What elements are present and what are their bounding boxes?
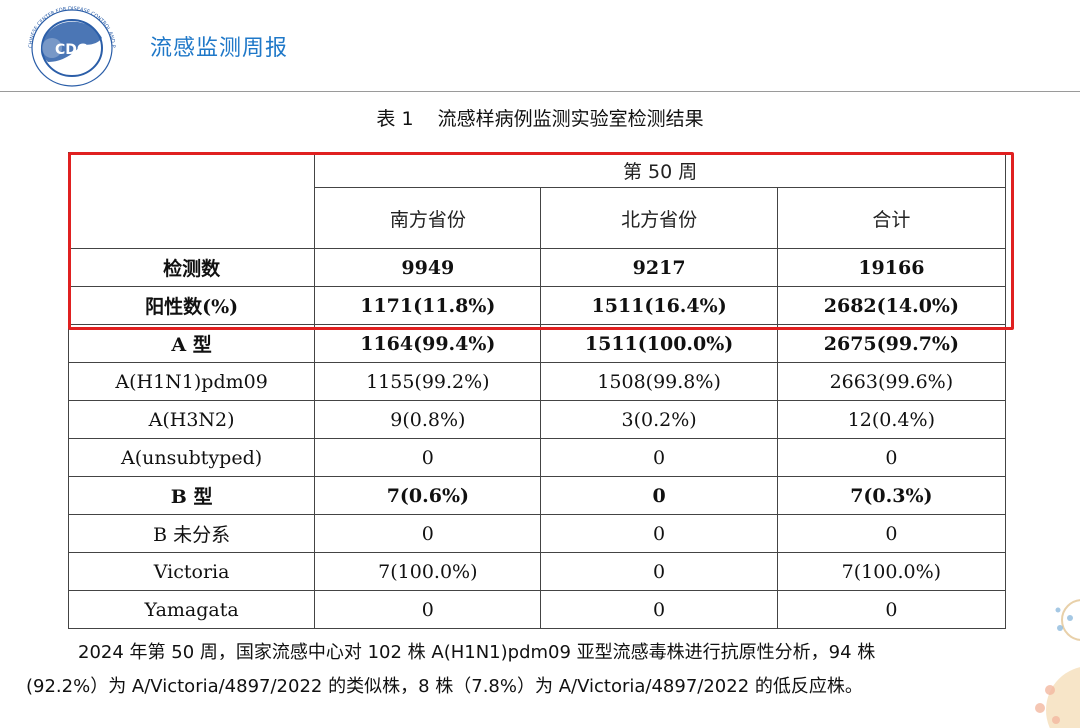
table-cell: 7(100.0%) bbox=[776, 552, 1007, 591]
table-caption-number: 表 1 bbox=[376, 108, 414, 130]
table-cell: 1508(99.8%) bbox=[540, 362, 778, 401]
corner-cell bbox=[67, 152, 316, 249]
table-cell: 9949 bbox=[314, 248, 542, 287]
row-label: 检测数 bbox=[67, 248, 316, 287]
table-cell: 0 bbox=[540, 438, 778, 477]
table-row: A 型 1164(99.4%) 1511(100.0%) 2675(99.7%) bbox=[67, 324, 1007, 363]
row-label: A(unsubtyped) bbox=[67, 438, 316, 477]
table-cell: 0 bbox=[776, 438, 1007, 477]
table-row: A(H3N2) 9(0.8%) 3(0.2%) 12(0.4%) bbox=[67, 400, 1007, 439]
table-cell: 7(100.0%) bbox=[314, 552, 542, 591]
table-cell: 9(0.8%) bbox=[314, 400, 542, 439]
table-cell: 0 bbox=[540, 514, 778, 553]
table-cell: 0 bbox=[314, 590, 542, 629]
table-cell: 1171(11.8%) bbox=[314, 286, 542, 325]
row-label: B 型 bbox=[67, 476, 316, 515]
column-header-south: 南方省份 bbox=[314, 187, 542, 249]
table-row: 阳性数(%) 1171(11.8%) 1511(16.4%) 2682(14.0%) bbox=[67, 286, 1007, 325]
table-caption-title: 流感样病例监测实验室检测结果 bbox=[437, 108, 704, 130]
virus-decoration-icon bbox=[1035, 599, 1080, 728]
row-label: Victoria bbox=[67, 552, 316, 591]
row-label: B 未分系 bbox=[67, 514, 316, 553]
column-header-total: 合计 bbox=[776, 187, 1007, 249]
table-cell: 0 bbox=[540, 590, 778, 629]
summary-line-2: (92.2%）为 A/Victoria/4897/2022 的类似株，8 株（7… bbox=[26, 676, 863, 697]
table-cell: 1511(16.4%) bbox=[540, 286, 778, 325]
week-header: 第 50 周 bbox=[314, 152, 1006, 188]
table-cell: 7(0.6%) bbox=[314, 476, 542, 515]
row-label: 阳性数(%) bbox=[67, 286, 316, 325]
report-header: CDC CHINESE CENTER FOR DISEASE CONTROL A… bbox=[0, 0, 1080, 92]
table-cell: 2663(99.6%) bbox=[776, 362, 1007, 401]
table-cell: 1155(99.2%) bbox=[314, 362, 542, 401]
table-cell: 2682(14.0%) bbox=[776, 286, 1007, 325]
row-label: Yamagata bbox=[67, 590, 316, 629]
table-cell: 3(0.2%) bbox=[540, 400, 778, 439]
table-row: B 型 7(0.6%) 0 7(0.3%) bbox=[67, 476, 1007, 515]
table-row: 检测数 9949 9217 19166 bbox=[67, 248, 1007, 287]
row-label: A(H3N2) bbox=[67, 400, 316, 439]
row-label: A 型 bbox=[67, 324, 316, 363]
table-cell: 0 bbox=[314, 438, 542, 477]
table-body: 检测数 9949 9217 19166 阳性数(%) 1171(11.8%) 1511(16… bbox=[67, 248, 1007, 629]
row-label: A(H1N1)pdm09 bbox=[67, 362, 316, 401]
table-cell: 9217 bbox=[540, 248, 778, 287]
table-cell: 0 bbox=[540, 476, 778, 515]
table-cell: 0 bbox=[540, 552, 778, 591]
table-cell: 2675(99.7%) bbox=[776, 324, 1007, 363]
table-cell: 7(0.3%) bbox=[776, 476, 1007, 515]
table-cell: 19166 bbox=[776, 248, 1007, 287]
results-table: 第 50 周 南方省份 北方省份 合计 检测数 9949 9217 19166 阳性数(… bbox=[67, 152, 1007, 629]
table-cell: 12(0.4%) bbox=[776, 400, 1007, 439]
summary-line-1: 2024 年第 50 周，国家流感中心对 102 株 A(H1N1)pdm09 … bbox=[78, 642, 876, 663]
table-row: A(unsubtyped) 0 0 0 bbox=[67, 438, 1007, 477]
summary-paragraph: 2024 年第 50 周，国家流感中心对 102 株 A(H1N1)pdm09 … bbox=[26, 636, 1056, 704]
table-cell: 0 bbox=[776, 514, 1007, 553]
table-cell: 1511(100.0%) bbox=[540, 324, 778, 363]
report-title: 流感监测周报 bbox=[150, 36, 289, 61]
column-header-north: 北方省份 bbox=[540, 187, 778, 249]
table-row: B 未分系 0 0 0 bbox=[67, 514, 1007, 553]
svg-text:CDC: CDC bbox=[55, 42, 87, 58]
table-header-row: 第 50 周 bbox=[67, 152, 1006, 249]
table-cell: 0 bbox=[776, 590, 1007, 629]
table-cell: 0 bbox=[314, 514, 542, 553]
table-caption: 表 1 流感样病例监测实验室检测结果 bbox=[0, 104, 1080, 131]
table-cell: 1164(99.4%) bbox=[314, 324, 542, 363]
table-row: Yamagata 0 0 0 bbox=[67, 590, 1007, 629]
china-cdc-logo-icon: CDC CHINESE CENTER FOR DISEASE CONTROL A… bbox=[18, 4, 116, 87]
region-header-row: 南方省份 北方省份 合计 bbox=[69, 187, 1007, 249]
table-row: A(H1N1)pdm09 1155(99.2%) 1508(99.8%) 2663(9… bbox=[67, 362, 1007, 401]
table-row: Victoria 7(100.0%) 0 7(100.0%) bbox=[67, 552, 1007, 591]
header-divider bbox=[0, 91, 1080, 92]
